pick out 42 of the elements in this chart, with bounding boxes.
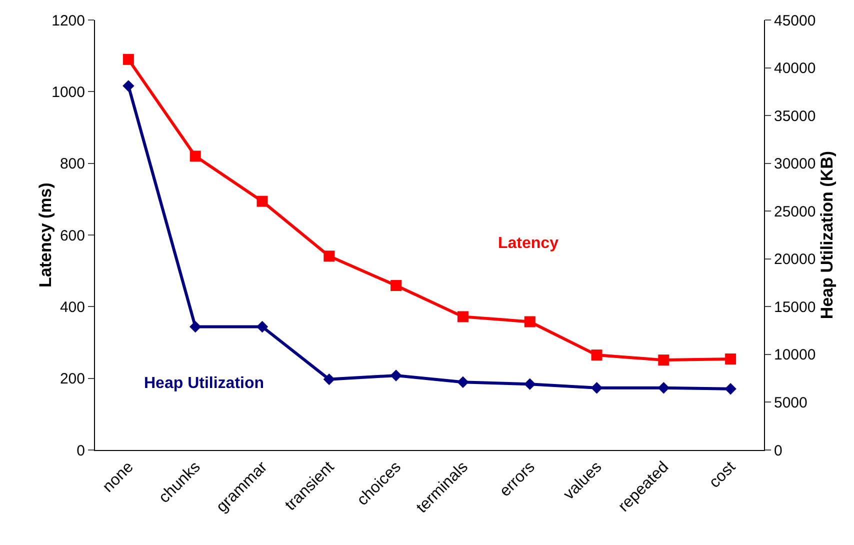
point xyxy=(190,320,202,333)
point xyxy=(524,378,536,390)
point xyxy=(122,54,134,65)
point xyxy=(390,280,402,292)
point xyxy=(724,382,736,395)
y2-tick-label: 35000 xyxy=(774,108,816,125)
y2-tick-label: 5000 xyxy=(774,394,808,412)
y2-tick-label: 25000 xyxy=(774,203,816,220)
y2-axis-title: Heap Utilization (KB) xyxy=(818,150,837,320)
y2-tick-label: 15000 xyxy=(774,298,816,316)
point xyxy=(658,382,670,394)
text: Heap Utilization xyxy=(144,375,264,392)
y-tick-label: 400 xyxy=(60,298,85,316)
point xyxy=(591,350,602,361)
point xyxy=(658,354,670,366)
y2-tick-label: 20000 xyxy=(774,251,816,268)
y-tick-label: 1200 xyxy=(52,12,85,30)
y-tick-label: 0 xyxy=(76,442,85,460)
text: Latency xyxy=(498,235,559,252)
point xyxy=(390,370,402,382)
point xyxy=(457,311,468,322)
x-tick-label: cost xyxy=(706,458,740,492)
y-tick-label: 600 xyxy=(60,227,85,244)
point xyxy=(256,320,268,333)
point xyxy=(256,196,268,207)
y-tick-label: 200 xyxy=(60,370,85,388)
y2-tick-label: 10000 xyxy=(774,346,816,364)
y2-tick-label: 0 xyxy=(774,442,782,460)
y2-tick-label: 30000 xyxy=(774,156,816,173)
point xyxy=(323,373,335,386)
y-axis-title: Latency (ms) xyxy=(36,182,55,288)
y-tick-label: 1000 xyxy=(52,84,85,101)
point xyxy=(725,353,736,364)
point xyxy=(122,80,134,92)
point xyxy=(190,150,201,162)
point xyxy=(324,250,335,262)
point xyxy=(524,316,536,328)
point xyxy=(457,376,469,388)
y-tick-label: 800 xyxy=(60,156,85,173)
point xyxy=(590,382,603,394)
y2-tick-label: 40000 xyxy=(774,60,816,78)
y2-tick-label: 45000 xyxy=(774,12,816,30)
